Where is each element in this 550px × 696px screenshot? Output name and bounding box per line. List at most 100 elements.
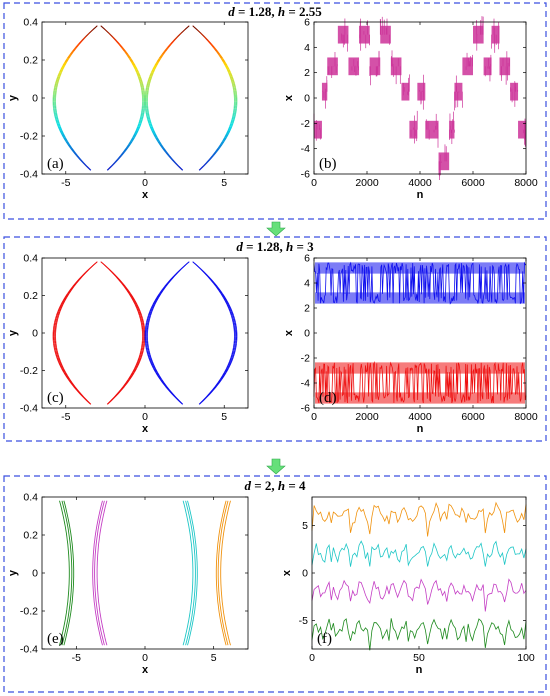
attractor-curve [66,375,70,380]
series-band [390,57,402,76]
attractor-curve [112,36,117,41]
y-tick-label: -2 [301,353,310,365]
attractor-curve [221,375,225,380]
attractor-curve [146,315,149,319]
attractor-curve [82,162,87,167]
attractor-curve [168,43,172,48]
attractor-curve [58,68,62,73]
attractor-curve [229,357,232,362]
attractor-curve [149,126,153,131]
attractor-curve [137,123,140,128]
attractor-curve [146,79,149,84]
attractor-curve [56,357,59,362]
attractor-curve [53,347,56,351]
attractor-curve [86,166,91,171]
down-arrow-icon [266,458,286,475]
attractor-curve [141,343,143,348]
attractor-curve [155,133,158,138]
attractor-curve [158,54,163,59]
attractor-curve [163,382,168,387]
attractor-curve [131,61,135,66]
attractor-curve [153,65,157,70]
attractor-curve [146,347,148,351]
attractor-curve [132,297,135,302]
attractor-curve [132,297,136,302]
x-tick-label: -5 [61,411,70,423]
attractor-curve [129,375,133,380]
attractor-curve [226,304,229,309]
attractor-curve [221,141,225,146]
attractor-curve [149,119,152,124]
attractor-curve [147,350,150,355]
series-band [491,25,500,44]
y-tick-label: 0.2 [23,530,38,542]
attractor-curve [55,318,58,323]
attractor-curve [62,65,66,70]
attractor-curve [146,83,149,88]
attractor-curve [180,29,186,34]
attractor-curve [202,396,207,401]
attractor-curve [63,133,66,138]
attractor-curve [203,396,208,401]
y-tick-label: 4 [304,42,310,54]
attractor-curve [108,268,113,273]
attractor-curve [147,115,149,120]
y-tick-label: -0.4 [20,644,38,656]
attractor-curve [233,343,236,348]
attractor-curve [157,141,161,146]
x-tick-label: 0 [142,652,148,664]
attractor-curve [136,364,139,369]
attractor-curve [234,112,236,117]
attractor-curve [57,76,60,81]
attractor-curve [136,361,139,366]
attractor-curve [149,354,152,359]
attractor-curve [173,272,178,277]
attractor-curve [81,272,86,277]
attractor-curve [63,371,67,376]
attractor-curve [137,126,141,131]
attractor-curve [127,290,131,295]
attractor-curve [152,65,156,70]
series-band [401,82,410,101]
attractor-curve [228,307,232,312]
attractor-curve [63,61,67,66]
attractor-curve [55,119,58,124]
attractor-arc [96,500,108,646]
attractor-curve [55,108,57,113]
attractor-arc [94,500,105,646]
attractor-curve [224,300,228,305]
attractor-curve [115,39,120,45]
attractor-curve [228,130,231,135]
attractor-curve [148,347,150,351]
attractor-curve [150,126,153,131]
attractor-curve [76,155,80,160]
attractor-curve [225,65,228,70]
attractor-curve [157,58,161,63]
series-band [454,82,463,101]
attractor-curve [118,43,122,48]
attractor-curve [219,290,223,295]
attractor-curve [152,304,155,309]
attractor-curve [74,386,79,391]
attractor-curve [234,83,236,88]
attractor-curve [54,318,57,323]
attractor-curve [155,297,158,302]
attractor-curve [150,68,154,73]
series-band [518,120,526,139]
attractor-curve [217,144,222,149]
attractor-curve [224,368,228,373]
plot-e: -5 0 5 0.4 0.2 0 -0.2 -0.4 x y (e) [7,492,249,676]
attractor-curve [150,72,154,77]
attractor-curve [227,364,230,369]
attractor-curve [222,371,226,376]
attractor-curve [77,389,82,394]
y-tick-label: 0 [302,568,308,580]
attractor-curve [148,115,151,120]
attractor-curve [157,371,160,376]
x-tick-label: 0 [309,652,315,664]
attractor-curve [66,290,71,295]
down-arrow-icon [266,221,286,237]
attractor-curve [165,151,169,157]
attractor-curve [134,130,138,135]
attractor-curve [153,130,156,135]
